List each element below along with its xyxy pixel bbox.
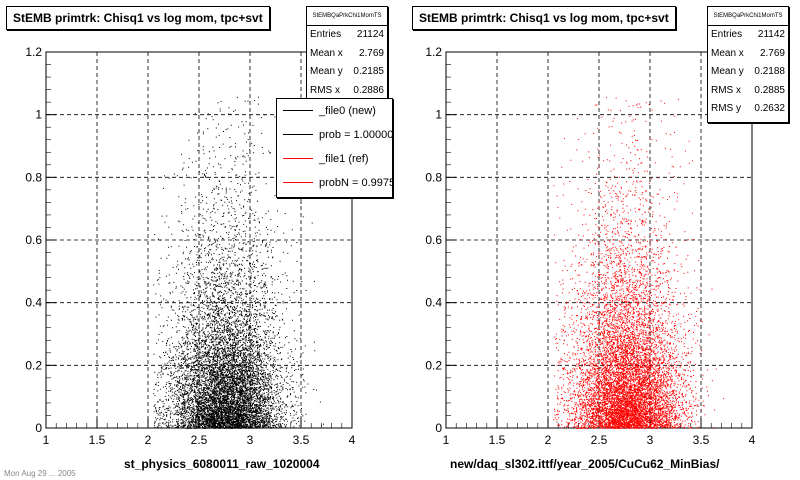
right-stats-name: StEMBQaPrkChi1MomTS <box>708 7 788 26</box>
legend-entry: _file0 (new) <box>277 99 392 123</box>
stats-value: 21142 <box>757 29 785 40</box>
right-y-tick-label: 0.8 <box>425 170 442 184</box>
legend-line-marker <box>283 134 313 135</box>
legend-entry: probN = 0.997500 <box>277 171 392 195</box>
left-x-axis-title: st_physics_6080011_raw_1020004 <box>124 457 320 471</box>
stats-value: 2.769 <box>358 47 384 59</box>
legend-entry: _file1 (ref) <box>277 147 392 171</box>
right-x-tick-label: 1 <box>443 433 450 447</box>
left-x-tick-label: 1 <box>43 433 50 447</box>
left-plot-title: StEMB primtrk: Chisq1 vs log mom, tpc+sv… <box>6 6 270 30</box>
left-stats-row: Entries 21124 <box>307 26 387 45</box>
left-scatter-points <box>153 96 324 430</box>
right-x-tick-label: 1.5 <box>489 433 506 447</box>
right-scatter-points <box>553 97 725 429</box>
right-stats-box: StEMBQaPrkChi1MomTS Entries 21142 Mean x… <box>707 6 789 123</box>
legend-label: probN = 0.997500 <box>319 177 392 189</box>
left-y-tick-label: 0.4 <box>25 296 42 310</box>
right-x-tick-label: 2 <box>545 433 552 447</box>
left-y-tick-label: 1 <box>35 108 42 122</box>
left-stats-name: StEMBQaPrkChi1MomTS <box>307 7 387 26</box>
left-histogram-panel: 1 1.5 2 2.5 3 3.5 4 0 0.2 0.4 0.6 0.8 1 1.2 StEMB pri… <box>6 6 393 471</box>
stats-value: 2.769 <box>759 47 785 59</box>
left-stats-row: Mean y 0.2185 <box>307 63 387 82</box>
right-stats-row: Mean x 2.769 <box>708 45 788 64</box>
right-y-tick-label: 1 <box>435 108 442 122</box>
legend-line-marker <box>283 110 313 111</box>
stats-label: Mean x <box>310 47 343 59</box>
left-x-tick-label: 1.5 <box>89 433 106 447</box>
stats-label: RMS x <box>711 84 741 96</box>
stats-label: Mean x <box>711 47 744 59</box>
right-x-axis-title: new/daq_sl302.ittf/year_2005/CuCu62_MinB… <box>450 457 720 471</box>
stats-label: RMS x <box>310 84 340 96</box>
right-plot-title: StEMB primtrk: Chisq1 vs log mom, tpc+sv… <box>412 6 676 30</box>
stats-value: 0.2885 <box>754 84 785 96</box>
stats-label: Entries <box>310 29 342 40</box>
stats-label: Mean y <box>711 66 744 77</box>
legend-box: _file0 (new) prob = 1.000000 _file1 (ref… <box>276 98 393 198</box>
stats-value: 21124 <box>356 29 384 40</box>
right-stats-row: Entries 21142 <box>708 26 788 45</box>
left-y-tick-label: 0.6 <box>25 233 42 247</box>
right-y-tick-label: 0.4 <box>425 296 442 310</box>
right-x-tick-label: 3.5 <box>693 433 710 447</box>
legend-line-marker <box>283 182 313 183</box>
legend-entry: prob = 1.000000 <box>277 123 392 147</box>
right-stats-row: RMS y 0.2632 <box>708 100 788 119</box>
left-x-tick-label: 2.5 <box>191 433 208 447</box>
right-y-tick-label: 1.2 <box>425 45 442 59</box>
right-stats-row: Mean y 0.2188 <box>708 63 788 82</box>
left-x-tick-label: 2 <box>145 433 152 447</box>
stats-label: Entries <box>711 29 743 40</box>
left-x-tick-label: 4 <box>349 433 356 447</box>
left-y-tick-label: 0.8 <box>25 170 42 184</box>
legend-label: _file1 (ref) <box>319 153 369 165</box>
stats-label: RMS y <box>711 103 741 114</box>
left-stats-row: RMS x 0.2886 <box>307 82 387 101</box>
right-histogram-panel: 1 1.5 2 2.5 3 3.5 4 0 0.2 0.4 0.6 0.8 1 1.2 StEMB pri… <box>400 0 800 480</box>
right-y-tick-label: 0 <box>435 421 442 435</box>
footer-timestamp: Mon Aug 29 ... 2005 <box>4 469 76 478</box>
stats-value: 0.2886 <box>353 84 384 96</box>
left-stats-row: Mean x 2.769 <box>307 45 387 64</box>
left-y-tick-label: 0 <box>35 421 42 435</box>
left-x-tick-label: 3 <box>247 433 254 447</box>
right-stats-row: RMS x 0.2885 <box>708 82 788 101</box>
right-y-tick-label: 0.2 <box>425 358 442 372</box>
legend-label: _file0 (new) <box>319 105 376 117</box>
stats-value: 0.2188 <box>754 66 785 77</box>
left-x-tick-label: 3.5 <box>293 433 310 447</box>
right-x-tick-label: 2.5 <box>591 433 608 447</box>
stats-value: 0.2632 <box>754 103 785 114</box>
stats-value: 0.2185 <box>353 66 384 77</box>
legend-label: prob = 1.000000 <box>319 129 393 141</box>
left-y-tick-label: 0.2 <box>25 358 42 372</box>
legend-line-marker <box>283 158 313 159</box>
left-y-tick-label: 1.2 <box>25 45 42 59</box>
right-scatter-plot: 1 1.5 2 2.5 3 3.5 4 0 0.2 0.4 0.6 0.8 1 1.2 <box>425 45 756 447</box>
right-y-tick-label: 0.6 <box>425 233 442 247</box>
right-x-tick-label: 3 <box>647 433 654 447</box>
right-x-tick-label: 4 <box>749 433 756 447</box>
stats-label: Mean y <box>310 66 343 77</box>
